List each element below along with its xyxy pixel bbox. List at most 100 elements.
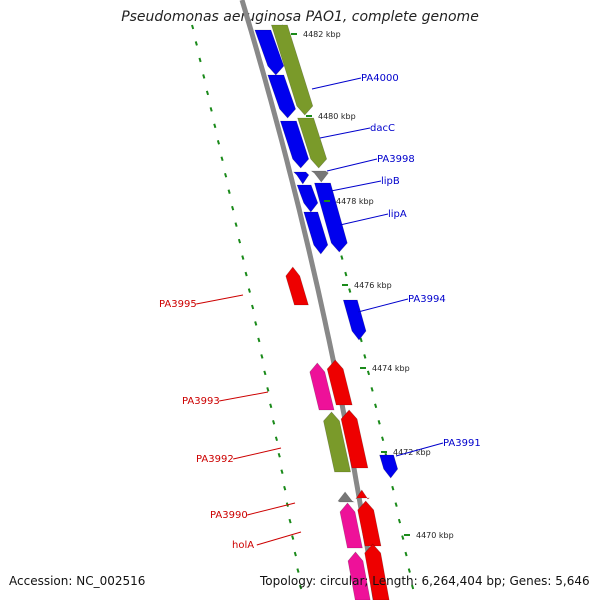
- inner-dot-ring: [251, 304, 255, 310]
- gene-label: lipB: [381, 176, 400, 187]
- gene-label-leader: [395, 442, 444, 457]
- gene-blue-arrow: [379, 454, 399, 479]
- gene-red-arrow: [357, 500, 382, 547]
- outer-dot-ring: [401, 535, 405, 540]
- gene-label-leader: [256, 531, 302, 546]
- inner-dot-ring: [224, 172, 228, 178]
- inner-dot-ring: [227, 189, 231, 194]
- gene-label: PA3994: [408, 294, 446, 305]
- inner-dot-ring: [254, 321, 258, 326]
- gene-blue-arrow: [342, 299, 367, 341]
- gene-label: PA3993: [182, 396, 220, 407]
- gene-label-leader: [357, 298, 409, 313]
- outer-dot-ring: [370, 387, 374, 392]
- gene-red-arrow: [355, 489, 371, 500]
- gene-pink-box: [339, 502, 363, 549]
- inner-dot-ring: [213, 123, 217, 129]
- gene-blue-arrow: [254, 29, 285, 76]
- gene-label: PA3990: [210, 510, 248, 521]
- gene-blue-arrow: [314, 182, 348, 253]
- gene-label: dacC: [370, 123, 395, 134]
- inner-dot-ring: [269, 403, 273, 409]
- outer-dot-ring: [391, 485, 395, 491]
- inner-dot-ring: [280, 469, 284, 474]
- inner-dot-ring: [299, 584, 303, 590]
- inner-dot-ring: [247, 288, 251, 293]
- inner-dot-ring: [237, 238, 242, 244]
- outer-dot-ring: [397, 518, 402, 524]
- inner-dot-ring: [293, 551, 297, 557]
- map-title: Pseudomonas aeruginosa PAO1, complete ge…: [121, 9, 479, 25]
- gene-red-arrow: [364, 543, 390, 600]
- gene-green-arrow: [270, 24, 314, 116]
- gene-red-arrow: [326, 359, 353, 406]
- inner-dot-ring: [257, 337, 261, 343]
- scale-tick-label: 4476 kbp: [354, 281, 392, 290]
- inner-dot-ring: [291, 535, 295, 540]
- outer-dot-ring: [381, 436, 385, 442]
- outer-dot-ring: [359, 337, 363, 343]
- outer-dot-ring: [404, 551, 408, 557]
- inner-dot-ring: [288, 518, 292, 524]
- outer-dot-ring: [394, 502, 398, 507]
- gene-label-leader: [311, 77, 362, 90]
- inner-dot-ring: [202, 74, 206, 79]
- scale-tick-label: 4478 kbp: [336, 197, 374, 206]
- outer-dot-ring: [407, 568, 411, 573]
- gene-label-leader: [339, 213, 389, 226]
- genome-backbone: [239, 0, 378, 600]
- inner-dot-ring: [272, 420, 276, 425]
- outer-dot-ring: [366, 370, 371, 376]
- gene-pink-box: [309, 362, 335, 411]
- gene-red-arrow: [285, 266, 309, 306]
- outer-dot-ring: [377, 420, 381, 425]
- gene-green-box: [323, 411, 351, 473]
- gene-blue-arrow: [296, 184, 319, 213]
- outer-dot-ring: [344, 271, 348, 277]
- scale-tick-label: 4480 kbp: [318, 112, 356, 121]
- gene-label: PA4000: [361, 73, 399, 84]
- inner-dot-ring: [198, 57, 202, 63]
- inner-dot-ring: [260, 354, 264, 359]
- gene-pink-box: [347, 551, 371, 600]
- gene-label: PA3998: [377, 154, 415, 165]
- gene-red-arrow: [340, 409, 369, 469]
- scale-tick-label: 4470 kbp: [416, 531, 454, 540]
- inner-dot-ring: [209, 107, 213, 112]
- scale-tick-label: 4474 kbp: [372, 364, 410, 373]
- gene-label-leader: [196, 294, 244, 305]
- gene-label-leader: [219, 391, 269, 402]
- inner-dot-ring: [283, 485, 287, 491]
- inner-dot-ring: [266, 387, 270, 392]
- inner-dot-ring: [191, 24, 195, 30]
- gene-label: PA3991: [443, 438, 481, 449]
- gene-green-arrow: [297, 117, 328, 169]
- gene-label-leader: [319, 127, 371, 139]
- scale-tick-label: 4482 kbp: [303, 30, 341, 39]
- inner-dot-ring: [220, 156, 224, 162]
- gene-label: PA3995: [159, 299, 197, 310]
- gene-label-leader: [247, 502, 296, 516]
- gene-label: lipA: [388, 209, 407, 220]
- accession-text: Accession: NC_002516: [9, 574, 146, 588]
- scale-tick-label: 4472 kbp: [393, 448, 431, 457]
- gene-label-leader: [330, 180, 382, 192]
- inner-dot-ring: [274, 436, 279, 442]
- inner-dot-ring: [244, 271, 248, 277]
- inner-dot-ring: [296, 568, 300, 573]
- inner-dot-ring: [216, 140, 221, 145]
- outer-dot-ring: [411, 584, 415, 590]
- inner-dot-ring: [231, 205, 235, 211]
- inner-dot-ring: [263, 370, 267, 376]
- gene-gray-box: [337, 491, 355, 503]
- inner-dot-ring: [241, 255, 245, 260]
- gene-blue-arrow: [279, 120, 310, 169]
- gene-label-leader: [233, 447, 282, 460]
- inner-dot-ring: [234, 222, 238, 227]
- inner-dot-ring: [205, 90, 210, 96]
- outer-dot-ring: [348, 288, 352, 293]
- outer-dot-ring: [363, 354, 367, 359]
- gene-gray-box: [310, 170, 329, 183]
- gene-blue-arrow: [267, 74, 296, 119]
